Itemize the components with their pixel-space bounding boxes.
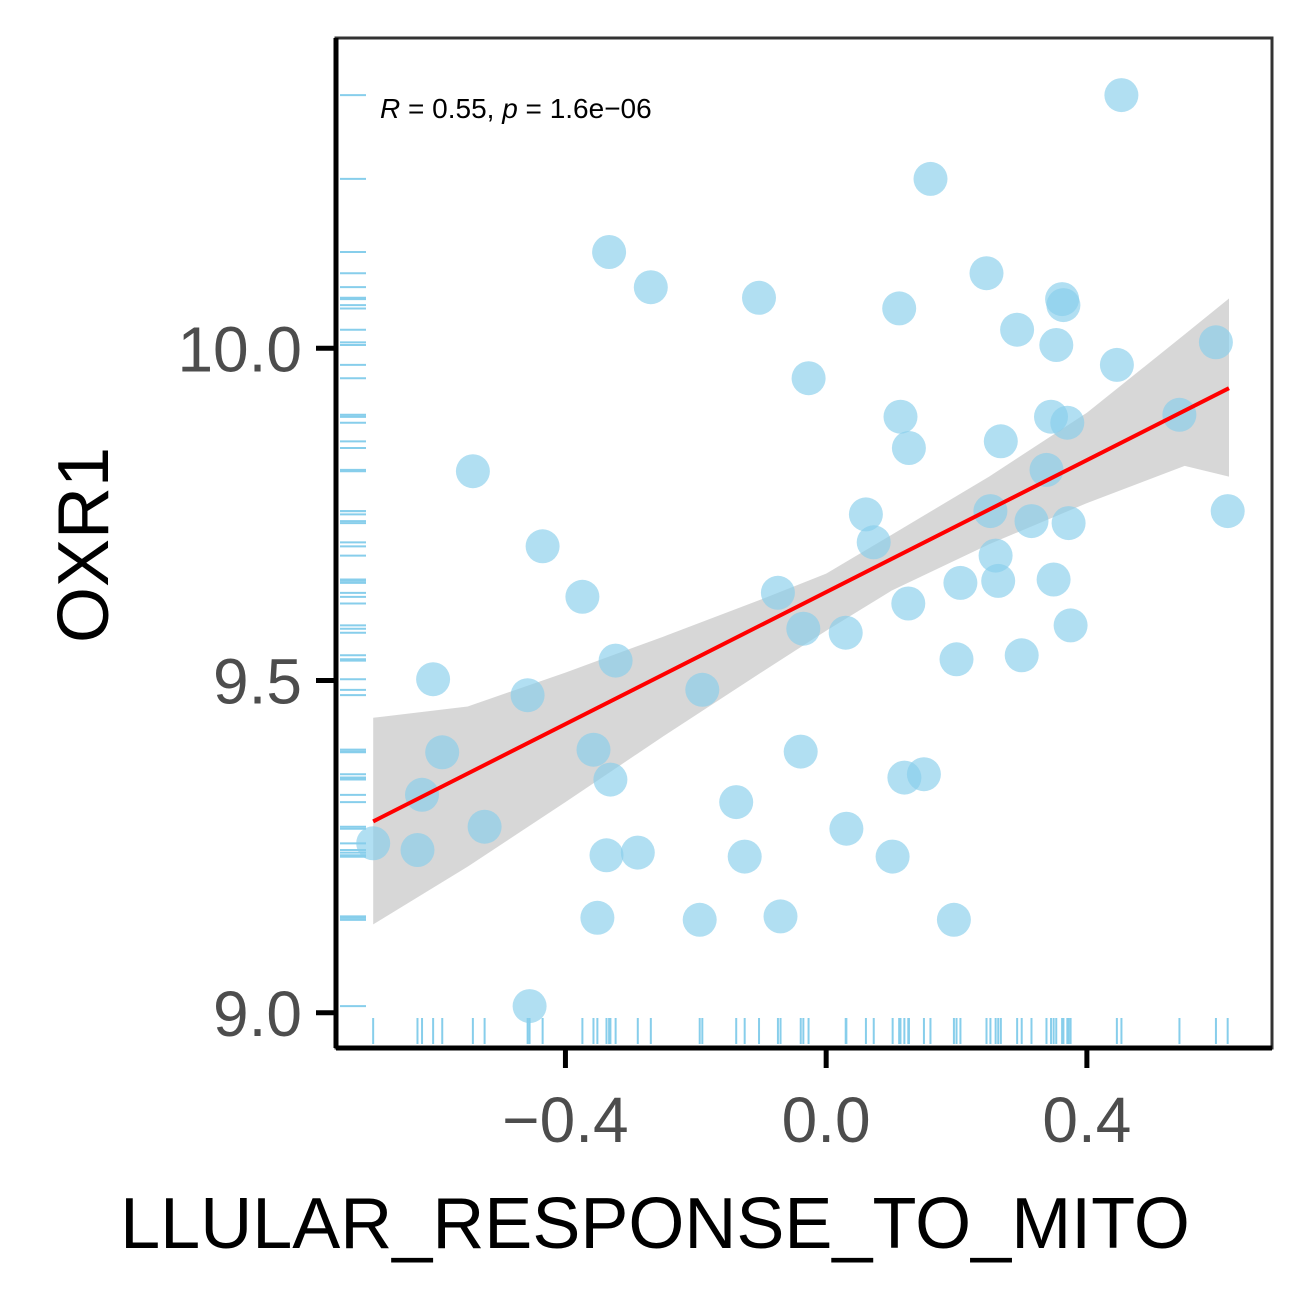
p-value: = 1.6e−06 [518,93,652,124]
r-symbol: R [380,93,400,124]
data-point [1046,288,1081,323]
data-point [786,611,821,646]
data-point [467,809,502,844]
data-point [983,424,1018,459]
data-point [1099,347,1134,382]
data-point [620,835,655,870]
data-point [1000,312,1035,347]
data-point [1036,562,1071,597]
points-layer [356,78,1245,1024]
data-point [425,735,460,770]
data-point [1104,78,1139,113]
y-tick-label: 9.0 [213,978,302,1050]
data-point [589,838,624,873]
data-point [906,757,941,792]
confidence-band [373,298,1229,925]
data-point [455,454,490,489]
y-tick-label: 9.5 [213,646,302,718]
x-tick-label: 0.0 [782,1084,871,1156]
axes-layer: −0.4 0.0 0.4 9.0 9.5 10.0 [177,36,1274,1156]
data-point [1014,504,1049,539]
data-point [760,575,795,610]
data-point [848,497,883,532]
data-point [1053,608,1088,643]
data-point [1050,405,1085,440]
data-point [525,529,560,564]
confidence-band-layer [373,298,1229,925]
stat-annotation: R = 0.55, p = 1.6e−06 [380,93,652,124]
data-point [510,678,545,713]
data-point [882,291,917,326]
data-point [913,161,948,196]
data-point [939,642,974,677]
x-tick-label: 0.4 [1042,1084,1131,1156]
data-point [1198,325,1233,360]
data-point [829,811,864,846]
data-point [856,525,891,560]
data-point [891,586,926,621]
data-point [828,615,863,650]
data-point [891,431,926,465]
data-point [1051,506,1086,541]
data-point [593,762,628,797]
data-point [580,900,615,935]
fit-line-layer [372,386,1230,824]
y-axis-title: OXR1 [44,447,124,643]
data-point [1039,328,1074,362]
data-point [981,563,1016,598]
data-point [936,902,971,937]
data-point [1004,638,1039,673]
x-axis-title: LLULAR_RESPONSE_TO_MITO [120,1184,1190,1264]
data-point [512,989,547,1024]
data-point [783,734,818,769]
data-point [685,672,720,707]
data-point [592,235,627,269]
x-tick-label: −0.4 [502,1084,628,1156]
data-point [576,732,611,767]
p-symbol: p [501,93,518,124]
data-point [598,643,633,678]
data-point [565,579,600,614]
data-point [416,662,451,697]
data-point [763,899,798,934]
y-tick-label: 10.0 [177,313,302,385]
data-point [1210,494,1245,529]
data-point [943,565,978,600]
rug-layer [340,94,1229,1044]
data-point [727,839,762,874]
regression-line [372,386,1230,824]
data-point [883,399,918,434]
data-point [633,270,668,305]
data-point [682,902,717,937]
data-point [719,785,754,820]
data-point [969,256,1004,291]
data-point [742,280,776,315]
data-point [978,538,1013,573]
data-point [791,361,826,396]
data-point [400,833,435,867]
r-value: = 0.55, [400,93,502,124]
data-point [875,839,910,874]
